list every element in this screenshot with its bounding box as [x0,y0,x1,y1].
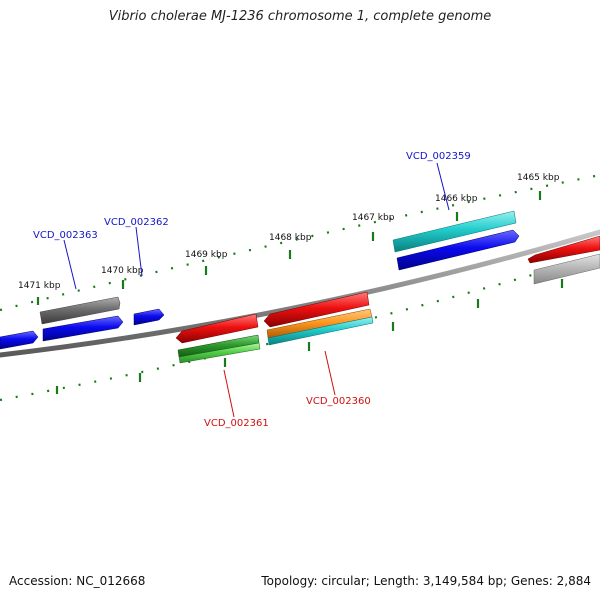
gene-feature-red-right[interactable] [527,235,600,264]
scale-label: 1466 kbp [435,194,478,204]
gene-feature-green-light[interactable] [178,342,261,364]
map-title: Vibrio cholerae MJ-1236 chromosome 1, co… [108,9,492,24]
reverse-features [175,291,374,364]
gene-feature-cyan-lower[interactable] [267,316,374,346]
genome-backbone [0,229,600,358]
gene-feature-red-2[interactable] [263,291,370,328]
gene-label-vcd-002363[interactable]: VCD_002363 [33,230,98,241]
gene-feature-blue-left[interactable] [0,330,39,350]
scale-label: 1465 kbp [517,173,560,183]
gene-label-vcd-002361[interactable]: VCD_002361 [204,418,269,429]
gene-label-vcd-002359[interactable]: VCD_002359 [406,151,471,162]
accession-text: Accession: NC_012668 [9,574,146,588]
outer-scale-ring [0,173,600,312]
scale-label: 1468 kbp [269,233,312,243]
gene-feature-vcd-002359[interactable] [392,210,517,253]
gene-label-vcd-002362[interactable]: VCD_002362 [104,217,169,228]
scale-label: 1471 kbp [18,281,61,291]
scale-label: 1469 kbp [185,250,228,260]
inner-scale-ring [0,253,600,402]
gene-feature-vcd-002362[interactable] [133,308,165,326]
gene-feature-grey[interactable] [39,296,121,325]
gene-feature-vcd-002363[interactable] [42,315,124,342]
gene-label-vcd-002360[interactable]: VCD_002360 [306,396,371,407]
gene-feature-red-1[interactable] [175,313,259,344]
scale-label: 1467 kbp [352,213,395,223]
scale-label: 1470 kbp [101,266,144,276]
scale-labels: 1471 kbp 1470 kbp 1469 kbp 1468 kbp 1467… [18,173,560,291]
gene-feature-blue-right[interactable] [396,229,520,271]
genome-summary-text: Topology: circular; Length: 3,149,584 bp… [261,574,591,588]
gene-feature-lightgrey-right[interactable] [533,253,600,285]
forward-features [0,210,600,350]
gene-labels: VCD_002363 VCD_002362 VCD_002359 VCD_002… [33,151,471,429]
